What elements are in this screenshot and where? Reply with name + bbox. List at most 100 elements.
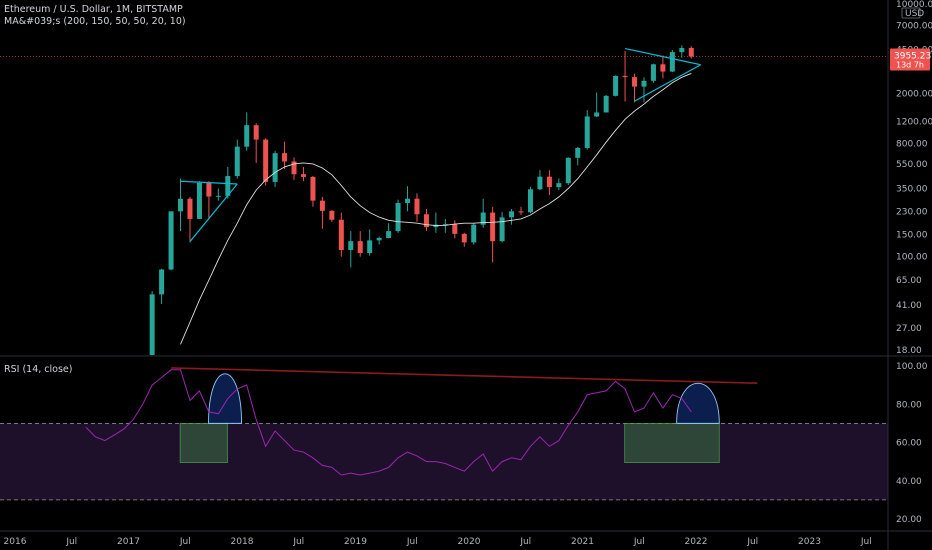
candle-body[interactable] xyxy=(405,198,411,204)
candle-body[interactable] xyxy=(291,161,297,175)
candle-body[interactable] xyxy=(178,198,184,212)
candle-body[interactable] xyxy=(244,125,250,147)
time-tick-label: Jul xyxy=(406,537,418,547)
candle-body[interactable] xyxy=(660,64,666,72)
currency-label: USD xyxy=(905,9,924,19)
candle-body[interactable] xyxy=(471,224,477,243)
time-tick-label: Jul xyxy=(746,537,758,547)
rsi-tick-label: 60.00 xyxy=(896,439,922,449)
candle-body[interactable] xyxy=(329,210,335,220)
candle-body[interactable] xyxy=(159,269,165,295)
candle-body[interactable] xyxy=(679,47,685,53)
rsi-highlight-box[interactable] xyxy=(624,422,720,463)
candle-body[interactable] xyxy=(669,52,675,72)
candle-body[interactable] xyxy=(546,176,552,188)
time-tick-label: 2017 xyxy=(117,537,140,547)
candle-body[interactable] xyxy=(565,157,571,184)
candle-body[interactable] xyxy=(196,182,202,219)
candle-body[interactable] xyxy=(575,147,581,158)
candle-body[interactable] xyxy=(338,219,344,251)
candle-body[interactable] xyxy=(537,176,543,190)
triangle-trendline[interactable] xyxy=(189,183,238,242)
candle-body[interactable] xyxy=(272,153,278,182)
price-tick-label: 800.00 xyxy=(896,140,928,150)
time-tick-label: Jul xyxy=(519,537,531,547)
price-axis-top-label: 10000.00 xyxy=(896,0,932,10)
triangle-trendline[interactable] xyxy=(624,47,701,66)
candle-body[interactable] xyxy=(376,237,382,241)
candle-body[interactable] xyxy=(149,294,155,356)
candle-body[interactable] xyxy=(253,125,259,140)
price-axis[interactable]: 7000.004500.002000.001200.00800.00550.00… xyxy=(890,21,932,356)
candle-body[interactable] xyxy=(282,153,288,162)
candle-body[interactable] xyxy=(603,95,609,113)
candle-body[interactable] xyxy=(622,75,628,78)
candle-body[interactable] xyxy=(632,77,638,87)
candle-body[interactable] xyxy=(263,139,269,182)
candle-body[interactable] xyxy=(556,183,562,188)
candle-body[interactable] xyxy=(490,212,496,242)
candle-body[interactable] xyxy=(300,174,306,177)
candle-body[interactable] xyxy=(414,198,420,215)
time-tick-label: Jul xyxy=(179,537,191,547)
candle-body[interactable] xyxy=(688,47,694,57)
candle-body[interactable] xyxy=(386,231,392,238)
time-tick-label: Jul xyxy=(633,537,645,547)
last-price-badge[interactable] xyxy=(890,48,930,71)
time-tick-label: 2016 xyxy=(4,537,27,547)
candle-body[interactable] xyxy=(423,214,429,228)
time-tick-label: 2022 xyxy=(685,537,708,547)
price-tick-label: 230.00 xyxy=(896,207,928,217)
triangle-trendline[interactable] xyxy=(634,64,702,102)
candle-body[interactable] xyxy=(168,211,174,270)
rsi-band-fill xyxy=(0,423,888,500)
rsi-pane[interactable] xyxy=(0,367,888,501)
time-tick-label: Jul xyxy=(65,537,77,547)
rsi-tick-label: 40.00 xyxy=(896,477,922,487)
candle-body[interactable] xyxy=(499,217,505,242)
candle-body[interactable] xyxy=(641,80,647,87)
candle-body[interactable] xyxy=(518,211,524,213)
rsi-arc-projection[interactable] xyxy=(208,373,243,424)
rsi-arc-projection[interactable] xyxy=(676,383,720,424)
time-tick-label: 2019 xyxy=(344,537,367,547)
price-tick-label: 100.00 xyxy=(896,253,928,263)
candle-body[interactable] xyxy=(509,211,515,218)
ma-indicator-label[interactable]: MA&#039;s (200, 150, 50, 50, 20, 10) xyxy=(4,16,186,27)
candle-body[interactable] xyxy=(442,224,448,226)
candle-body[interactable] xyxy=(395,203,401,232)
time-axis[interactable]: 2016 Jul 2017 Jul 2018 Jul 2019 Jul 2020 Jul 2021 J… xyxy=(4,537,872,547)
currency-badge[interactable] xyxy=(901,7,921,19)
candle-body[interactable] xyxy=(527,189,533,213)
price-tick-label: 65.00 xyxy=(896,276,922,286)
candle-body[interactable] xyxy=(452,224,458,234)
candle-body[interactable] xyxy=(480,212,486,225)
candle-body[interactable] xyxy=(187,198,193,219)
time-tick-label: Jul xyxy=(860,537,872,547)
rsi-indicator-label[interactable]: RSI (14, close) xyxy=(4,364,72,375)
candle-body[interactable] xyxy=(206,182,212,197)
price-tick-label: 350.00 xyxy=(896,184,928,194)
rsi-resistance-trendline[interactable] xyxy=(171,367,758,385)
candle-body[interactable] xyxy=(461,233,467,243)
candle-body[interactable] xyxy=(225,176,231,196)
rsi-highlight-box[interactable] xyxy=(179,422,228,463)
rsi-tick-label: 100.00 xyxy=(896,362,928,372)
rsi-axis[interactable]: 100.00 80.00 60.00 40.00 20.00 xyxy=(896,362,928,525)
candle-body[interactable] xyxy=(348,241,354,251)
candle-body[interactable] xyxy=(319,200,325,211)
candle-body[interactable] xyxy=(650,64,656,81)
candle-body[interactable] xyxy=(594,112,600,117)
main-pane[interactable] xyxy=(0,45,888,382)
candle-body[interactable] xyxy=(215,195,221,197)
candle-body[interactable] xyxy=(357,241,363,253)
candle-body[interactable] xyxy=(310,176,316,201)
candle-body[interactable] xyxy=(234,146,240,177)
triangle-trendline[interactable] xyxy=(180,180,238,185)
time-tick-label: 2023 xyxy=(798,537,821,547)
candle-body[interactable] xyxy=(584,116,590,148)
candle-body[interactable] xyxy=(613,75,619,96)
candle-body[interactable] xyxy=(367,240,373,253)
rsi-tick-label: 20.00 xyxy=(896,515,922,525)
